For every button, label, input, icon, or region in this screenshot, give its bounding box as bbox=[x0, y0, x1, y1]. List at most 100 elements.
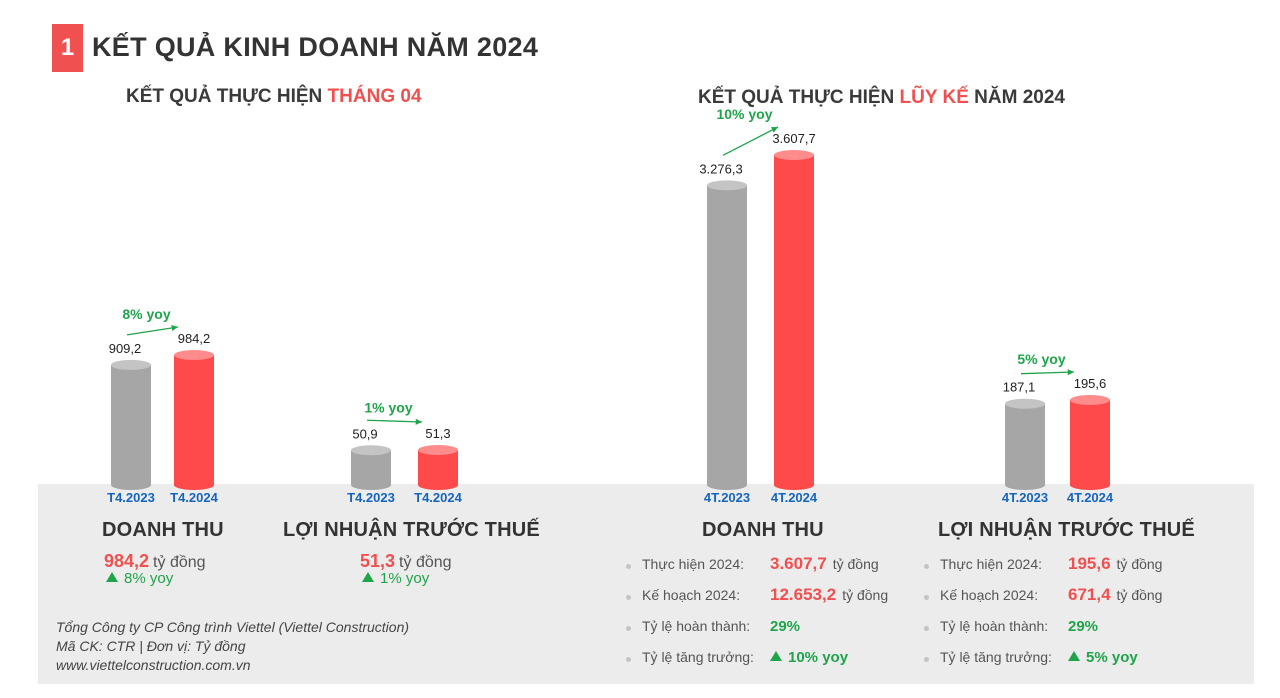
yoy-label: 5% yoy bbox=[1017, 351, 1065, 367]
yoy-arrow-icon bbox=[171, 324, 178, 331]
bullet-icon bbox=[626, 595, 631, 600]
data-label: 984,2 bbox=[178, 331, 211, 346]
stat-label: Tỷ lệ hoàn thành: bbox=[642, 618, 751, 634]
bar-base bbox=[111, 480, 151, 490]
stat-label: Tỷ lệ hoàn thành: bbox=[940, 618, 1049, 634]
bar bbox=[111, 364, 151, 485]
monthly-title: KẾT QUẢ THỰC HIỆN THÁNG 04 bbox=[126, 86, 422, 108]
page-title: KẾT QUẢ KINH DOANH NĂM 2024 bbox=[92, 32, 539, 62]
stat-value: 12.653,2 tỷ đồng bbox=[770, 585, 888, 605]
category-label: 4T.2024 bbox=[1067, 490, 1114, 505]
bar bbox=[1005, 403, 1045, 485]
data-label: 3.276,3 bbox=[699, 161, 742, 176]
bar-base bbox=[1005, 480, 1045, 490]
stat-label: Tỷ lệ tăng trưởng: bbox=[940, 649, 1052, 665]
stat-value: 671,4 tỷ đồng bbox=[1068, 585, 1162, 605]
bar bbox=[351, 450, 391, 485]
bar bbox=[774, 155, 814, 485]
bar-top bbox=[418, 445, 458, 455]
footer: Tổng Công ty CP Công trình Viettel (Viet… bbox=[56, 618, 409, 675]
monthly-revenue-value-line: 984,2 tỷ đồng bbox=[104, 551, 206, 572]
bullet-icon bbox=[626, 657, 631, 662]
bullet-icon bbox=[924, 564, 929, 569]
footer-website: www.viettelconstruction.com.vn bbox=[56, 657, 251, 673]
bar-base bbox=[351, 480, 391, 490]
stat-row: Kế hoạch 2024: 12.653,2 tỷ đồng bbox=[626, 585, 926, 618]
category-label: T4.2024 bbox=[414, 490, 462, 505]
cumulative-title: KẾT QUẢ THỰC HIỆN LŨY KẾ NĂM 2024 bbox=[698, 87, 1065, 109]
stat-value-text: 10% yoy bbox=[788, 649, 849, 666]
footer-ticker: Mã CK: CTR | Đơn vị: Tỷ đồng bbox=[56, 638, 246, 654]
stat-value-text: 12.653,2 bbox=[770, 585, 837, 604]
bullet-icon bbox=[924, 595, 929, 600]
cumulative-revenue-stats: Thực hiện 2024: 3.607,7 tỷ đồng Kế hoạch 2… bbox=[626, 554, 926, 680]
stat-value: 29% bbox=[770, 618, 801, 635]
stat-row: Tỷ lệ hoàn thành: 29% bbox=[626, 618, 926, 649]
monthly-revenue-yoy: 8% yoy bbox=[106, 570, 173, 587]
bar-top bbox=[351, 445, 391, 456]
up-arrow-icon bbox=[1068, 651, 1080, 661]
bar-top bbox=[174, 350, 214, 360]
stat-label: Thực hiện 2024: bbox=[642, 556, 744, 572]
monthly-profit-yoy: 1% yoy bbox=[362, 570, 429, 587]
bar bbox=[174, 355, 214, 485]
stat-value: 5% yoy bbox=[1068, 649, 1138, 666]
category-label: T4.2024 bbox=[170, 490, 218, 505]
yoy-label: 8% yoy bbox=[122, 306, 170, 322]
stat-label: Thực hiện 2024: bbox=[940, 556, 1042, 572]
monthly-title-highlight: THÁNG 04 bbox=[327, 86, 422, 107]
yoy-arrow-line bbox=[1020, 371, 1075, 375]
stat-value: 3.607,7 tỷ đồng bbox=[770, 554, 879, 574]
yoy-arrow-line bbox=[722, 126, 779, 156]
summary-band bbox=[38, 484, 1254, 684]
stat-value-text: 671,4 bbox=[1068, 585, 1111, 604]
stat-value: 29% bbox=[1068, 618, 1099, 635]
stat-label: Kế hoạch 2024: bbox=[940, 587, 1039, 603]
bullet-icon bbox=[924, 657, 929, 662]
bar-top bbox=[1005, 398, 1045, 409]
bar-base bbox=[174, 480, 214, 490]
bar bbox=[1070, 400, 1110, 485]
cumulative-revenue-title: DOANH THU bbox=[702, 519, 824, 541]
stat-unit: tỷ đồng bbox=[832, 556, 879, 572]
up-arrow-icon bbox=[362, 572, 374, 582]
stat-label: Tỷ lệ tăng trưởng: bbox=[642, 649, 754, 665]
category-label: T4.2023 bbox=[107, 490, 155, 505]
stat-unit: tỷ đồng bbox=[1116, 556, 1163, 572]
bar-top bbox=[111, 359, 151, 370]
bar-base bbox=[707, 480, 747, 490]
stat-value-text: 3.607,7 bbox=[770, 554, 827, 573]
cumulative-title-prefix: KẾT QUẢ THỰC HIỆN bbox=[698, 87, 900, 108]
yoy-arrow-line bbox=[126, 326, 179, 336]
data-label: 909,2 bbox=[109, 341, 142, 356]
stat-value: 10% yoy bbox=[770, 649, 848, 666]
category-label: 4T.2024 bbox=[771, 490, 818, 505]
monthly-revenue-unit: tỷ đồng bbox=[153, 554, 206, 571]
bar-top bbox=[1070, 395, 1110, 405]
cumulative-profit-stats: Thực hiện 2024: 195,6 tỷ đồng Kế hoạch 202… bbox=[924, 554, 1224, 680]
up-arrow-icon bbox=[770, 651, 782, 661]
monthly-revenue-value: 984,2 bbox=[104, 551, 150, 571]
yoy-arrow-icon bbox=[415, 418, 422, 425]
stat-unit: tỷ đồng bbox=[1116, 587, 1163, 603]
bar bbox=[418, 450, 458, 485]
bullet-icon bbox=[626, 626, 631, 631]
bar-base bbox=[1070, 480, 1110, 490]
yoy-arrow-icon bbox=[1067, 369, 1074, 376]
category-label: 4T.2023 bbox=[1002, 490, 1048, 505]
stat-row: Thực hiện 2024: 3.607,7 tỷ đồng bbox=[626, 554, 926, 587]
footer-company: Tổng Công ty CP Công trình Viettel (Viet… bbox=[56, 619, 410, 635]
data-label: 187,1 bbox=[1003, 380, 1036, 395]
yoy-label: 1% yoy bbox=[364, 399, 412, 415]
section-number: 1 bbox=[52, 24, 83, 72]
yoy-arrow-icon bbox=[771, 127, 778, 133]
stat-row: Tỷ lệ hoàn thành: 29% bbox=[924, 618, 1224, 649]
stat-value: 195,6 tỷ đồng bbox=[1068, 554, 1162, 574]
bullet-icon bbox=[924, 626, 929, 631]
data-label: 3.607,7 bbox=[772, 131, 815, 146]
monthly-revenue-yoy-text: 8% yoy bbox=[124, 570, 174, 587]
category-label: T4.2023 bbox=[347, 490, 395, 505]
monthly-profit-yoy-text: 1% yoy bbox=[380, 570, 430, 587]
category-label: 4T.2023 bbox=[704, 490, 750, 505]
